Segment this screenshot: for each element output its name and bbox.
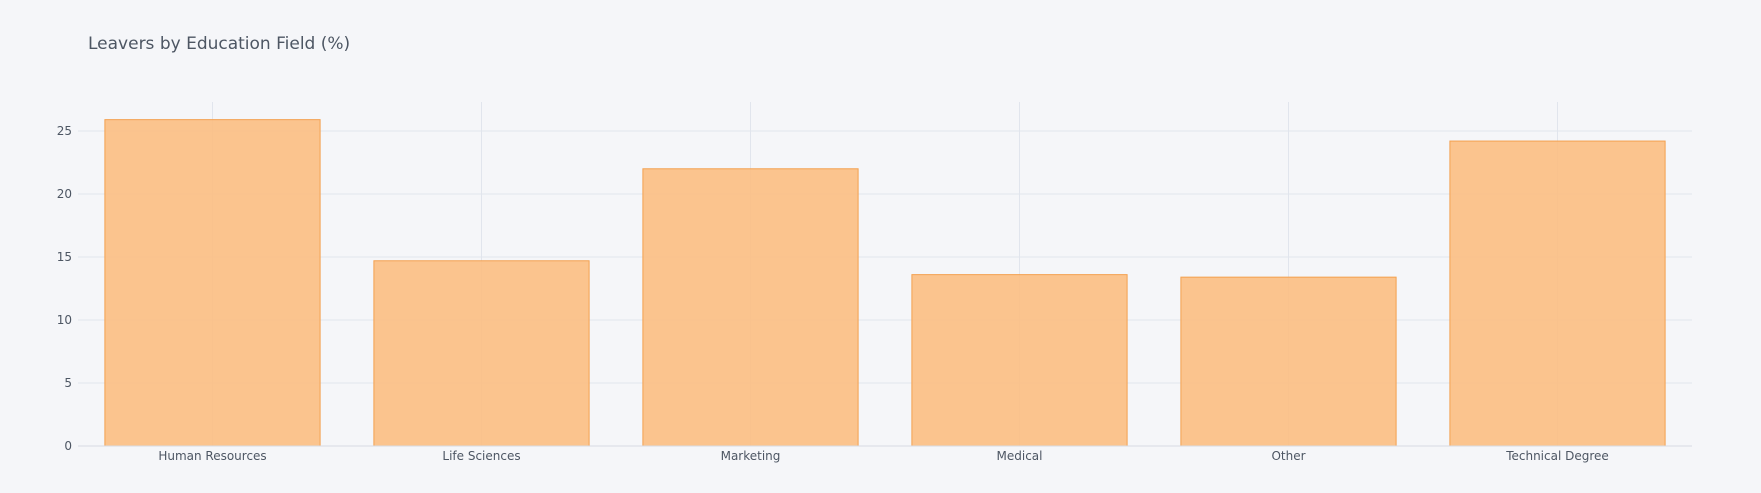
bar-marketing[interactable] [642, 168, 859, 447]
x-tick-label: Medical [997, 449, 1043, 463]
x-tick-label: Marketing [721, 449, 781, 463]
y-tick-label: 10 [57, 313, 72, 327]
x-tick-label: Other [1271, 449, 1305, 463]
y-tick-label: 20 [57, 187, 72, 201]
y-tick-label: 0 [64, 439, 72, 453]
x-tick-label: Life Sciences [442, 449, 520, 463]
x-tick-label: Human Resources [158, 449, 266, 463]
y-tick-label: 5 [64, 376, 72, 390]
axes: 0 5 10 15 20 25 Human Resources Life Sciences Ma… [57, 124, 1692, 463]
bar-medical[interactable] [911, 274, 1128, 447]
chart-title: Leavers by Education Field (%) [88, 34, 351, 54]
y-tick-label: 25 [57, 124, 72, 138]
bar-human-resources[interactable] [104, 119, 321, 447]
bar-technical-degree[interactable] [1449, 140, 1666, 447]
bar-life-sciences[interactable] [373, 260, 590, 447]
x-tick-label: Technical Degree [1505, 449, 1609, 463]
bar-other[interactable] [1180, 276, 1397, 447]
y-tick-label: 15 [57, 250, 72, 264]
bars [104, 119, 1666, 447]
